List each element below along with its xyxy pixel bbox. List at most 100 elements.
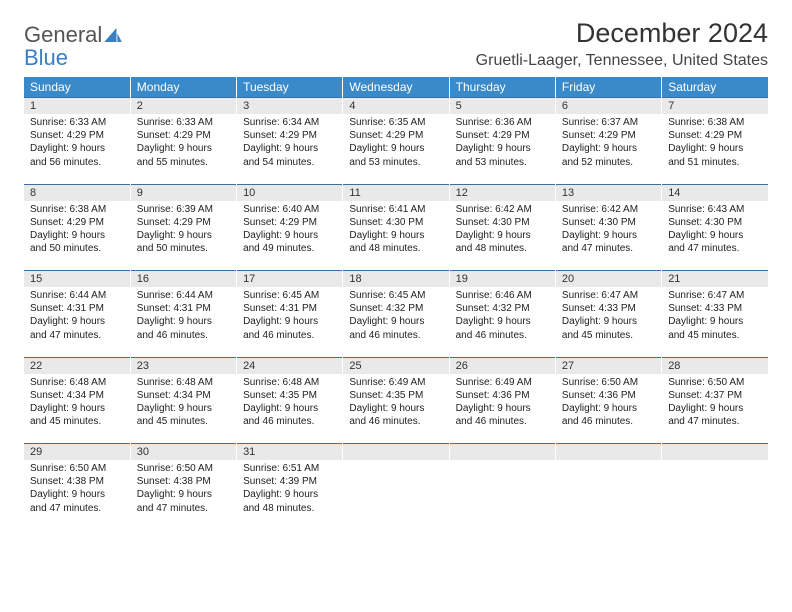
day-cell: Sunrise: 6:50 AMSunset: 4:38 PMDaylight:… bbox=[130, 460, 236, 530]
sunrise-text: Sunrise: 6:44 AM bbox=[30, 289, 124, 302]
sunset-text: Sunset: 4:35 PM bbox=[243, 389, 336, 402]
day-cell: Sunrise: 6:45 AMSunset: 4:32 PMDaylight:… bbox=[343, 287, 449, 357]
sunrise-text: Sunrise: 6:39 AM bbox=[137, 203, 230, 216]
day-number bbox=[555, 444, 661, 461]
day-number-row: 891011121314 bbox=[24, 184, 768, 201]
day-cell: Sunrise: 6:33 AMSunset: 4:29 PMDaylight:… bbox=[130, 114, 236, 184]
day-cell bbox=[662, 460, 768, 530]
sunset-text: Sunset: 4:32 PM bbox=[456, 302, 549, 315]
day-cell: Sunrise: 6:48 AMSunset: 4:34 PMDaylight:… bbox=[130, 374, 236, 444]
day-cell: Sunrise: 6:43 AMSunset: 4:30 PMDaylight:… bbox=[662, 201, 768, 271]
day-number: 19 bbox=[449, 271, 555, 288]
daylight-text: Daylight: 9 hours and 46 minutes. bbox=[243, 315, 336, 341]
sunset-text: Sunset: 4:29 PM bbox=[668, 129, 762, 142]
day-cell: Sunrise: 6:45 AMSunset: 4:31 PMDaylight:… bbox=[237, 287, 343, 357]
sunset-text: Sunset: 4:29 PM bbox=[137, 129, 230, 142]
daylight-text: Daylight: 9 hours and 51 minutes. bbox=[668, 142, 762, 168]
daylight-text: Daylight: 9 hours and 53 minutes. bbox=[456, 142, 549, 168]
weekday-header: Saturday bbox=[662, 77, 768, 98]
sunset-text: Sunset: 4:36 PM bbox=[562, 389, 655, 402]
daylight-text: Daylight: 9 hours and 52 minutes. bbox=[562, 142, 655, 168]
day-cell: Sunrise: 6:44 AMSunset: 4:31 PMDaylight:… bbox=[130, 287, 236, 357]
weekday-header: Wednesday bbox=[343, 77, 449, 98]
logo-text-1: General bbox=[24, 22, 102, 47]
sunset-text: Sunset: 4:35 PM bbox=[349, 389, 442, 402]
day-number: 23 bbox=[130, 357, 236, 374]
sunset-text: Sunset: 4:29 PM bbox=[243, 129, 336, 142]
sunrise-text: Sunrise: 6:42 AM bbox=[562, 203, 655, 216]
day-number-row: 22232425262728 bbox=[24, 357, 768, 374]
day-cell: Sunrise: 6:48 AMSunset: 4:34 PMDaylight:… bbox=[24, 374, 130, 444]
sunset-text: Sunset: 4:31 PM bbox=[30, 302, 124, 315]
day-cell: Sunrise: 6:34 AMSunset: 4:29 PMDaylight:… bbox=[237, 114, 343, 184]
day-number-row: 1234567 bbox=[24, 98, 768, 115]
sunrise-text: Sunrise: 6:50 AM bbox=[562, 376, 655, 389]
logo: General Blue bbox=[24, 18, 122, 70]
weekday-header: Thursday bbox=[449, 77, 555, 98]
daylight-text: Daylight: 9 hours and 48 minutes. bbox=[243, 488, 336, 514]
sunset-text: Sunset: 4:39 PM bbox=[243, 475, 336, 488]
daylight-text: Daylight: 9 hours and 45 minutes. bbox=[30, 402, 124, 428]
daylight-text: Daylight: 9 hours and 54 minutes. bbox=[243, 142, 336, 168]
day-cell: Sunrise: 6:42 AMSunset: 4:30 PMDaylight:… bbox=[555, 201, 661, 271]
daylight-text: Daylight: 9 hours and 49 minutes. bbox=[243, 229, 336, 255]
day-number: 31 bbox=[237, 444, 343, 461]
day-number: 18 bbox=[343, 271, 449, 288]
day-number: 1 bbox=[24, 98, 130, 115]
day-number: 17 bbox=[237, 271, 343, 288]
sunset-text: Sunset: 4:34 PM bbox=[30, 389, 124, 402]
daylight-text: Daylight: 9 hours and 48 minutes. bbox=[456, 229, 549, 255]
day-number: 16 bbox=[130, 271, 236, 288]
sunrise-text: Sunrise: 6:49 AM bbox=[349, 376, 442, 389]
header: General Blue December 2024 Gruetli-Laage… bbox=[24, 18, 768, 70]
sunset-text: Sunset: 4:38 PM bbox=[137, 475, 230, 488]
sunrise-text: Sunrise: 6:48 AM bbox=[30, 376, 124, 389]
day-cell: Sunrise: 6:33 AMSunset: 4:29 PMDaylight:… bbox=[24, 114, 130, 184]
sunset-text: Sunset: 4:29 PM bbox=[243, 216, 336, 229]
day-cell: Sunrise: 6:44 AMSunset: 4:31 PMDaylight:… bbox=[24, 287, 130, 357]
day-number: 11 bbox=[343, 184, 449, 201]
sunrise-text: Sunrise: 6:40 AM bbox=[243, 203, 336, 216]
day-number: 3 bbox=[237, 98, 343, 115]
sunset-text: Sunset: 4:29 PM bbox=[562, 129, 655, 142]
daylight-text: Daylight: 9 hours and 50 minutes. bbox=[137, 229, 230, 255]
day-number: 28 bbox=[662, 357, 768, 374]
day-number: 2 bbox=[130, 98, 236, 115]
sunset-text: Sunset: 4:31 PM bbox=[137, 302, 230, 315]
sunrise-text: Sunrise: 6:47 AM bbox=[668, 289, 762, 302]
sunrise-text: Sunrise: 6:33 AM bbox=[30, 116, 124, 129]
day-number: 13 bbox=[555, 184, 661, 201]
sunrise-text: Sunrise: 6:37 AM bbox=[562, 116, 655, 129]
day-cell: Sunrise: 6:38 AMSunset: 4:29 PMDaylight:… bbox=[24, 201, 130, 271]
sunrise-text: Sunrise: 6:51 AM bbox=[243, 462, 336, 475]
weekday-header: Friday bbox=[555, 77, 661, 98]
sunset-text: Sunset: 4:30 PM bbox=[668, 216, 762, 229]
day-cell: Sunrise: 6:49 AMSunset: 4:36 PMDaylight:… bbox=[449, 374, 555, 444]
day-number bbox=[662, 444, 768, 461]
day-number: 9 bbox=[130, 184, 236, 201]
sunrise-text: Sunrise: 6:41 AM bbox=[349, 203, 442, 216]
sunset-text: Sunset: 4:29 PM bbox=[349, 129, 442, 142]
day-cell: Sunrise: 6:50 AMSunset: 4:38 PMDaylight:… bbox=[24, 460, 130, 530]
day-content-row: Sunrise: 6:48 AMSunset: 4:34 PMDaylight:… bbox=[24, 374, 768, 444]
day-number: 26 bbox=[449, 357, 555, 374]
daylight-text: Daylight: 9 hours and 46 minutes. bbox=[456, 315, 549, 341]
sunrise-text: Sunrise: 6:50 AM bbox=[30, 462, 124, 475]
sunrise-text: Sunrise: 6:45 AM bbox=[243, 289, 336, 302]
daylight-text: Daylight: 9 hours and 46 minutes. bbox=[349, 315, 442, 341]
daylight-text: Daylight: 9 hours and 46 minutes. bbox=[349, 402, 442, 428]
sunset-text: Sunset: 4:29 PM bbox=[456, 129, 549, 142]
daylight-text: Daylight: 9 hours and 45 minutes. bbox=[668, 315, 762, 341]
day-cell: Sunrise: 6:37 AMSunset: 4:29 PMDaylight:… bbox=[555, 114, 661, 184]
day-number: 25 bbox=[343, 357, 449, 374]
sunset-text: Sunset: 4:30 PM bbox=[349, 216, 442, 229]
title-block: December 2024 Gruetli-Laager, Tennessee,… bbox=[476, 18, 768, 70]
calendar-body: 1234567Sunrise: 6:33 AMSunset: 4:29 PMDa… bbox=[24, 98, 768, 531]
daylight-text: Daylight: 9 hours and 46 minutes. bbox=[243, 402, 336, 428]
location-text: Gruetli-Laager, Tennessee, United States bbox=[476, 52, 768, 70]
daylight-text: Daylight: 9 hours and 46 minutes. bbox=[137, 315, 230, 341]
weekday-header: Monday bbox=[130, 77, 236, 98]
logo-sail-icon bbox=[104, 28, 122, 42]
daylight-text: Daylight: 9 hours and 47 minutes. bbox=[668, 402, 762, 428]
day-number-row: 293031 bbox=[24, 444, 768, 461]
